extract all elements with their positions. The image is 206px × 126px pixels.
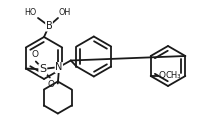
- Text: B: B: [45, 21, 52, 31]
- Text: O: O: [31, 50, 38, 59]
- Text: S: S: [39, 65, 46, 74]
- Text: N: N: [55, 62, 62, 72]
- Text: O: O: [158, 71, 165, 81]
- Text: HO: HO: [25, 8, 37, 17]
- Text: OH: OH: [59, 8, 71, 17]
- Text: O: O: [47, 80, 54, 89]
- Text: CH₃: CH₃: [165, 71, 180, 81]
